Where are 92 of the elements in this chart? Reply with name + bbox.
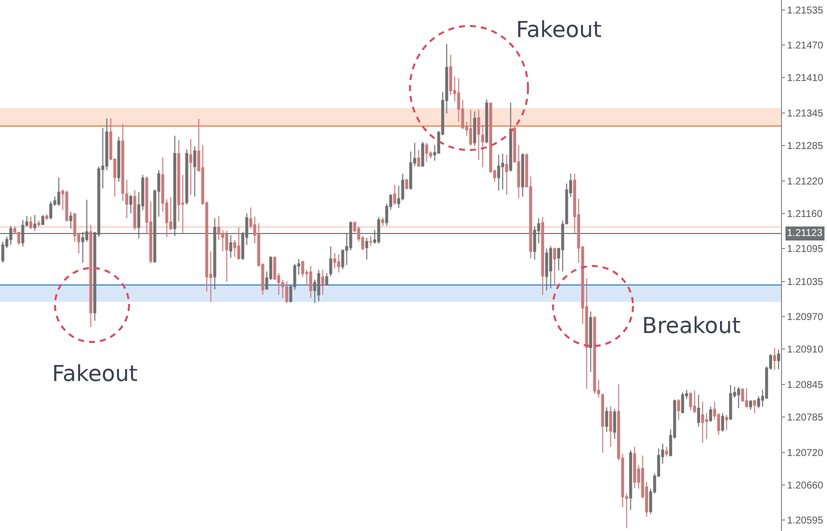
y-tick-label: 1.21285: [787, 141, 824, 152]
candlestick: [393, 184, 396, 206]
candlestick: [29, 216, 32, 230]
y-tick-label: 1.20845: [787, 380, 824, 391]
candlestick: [425, 142, 428, 162]
candlestick: [509, 102, 512, 172]
candlestick: [521, 152, 524, 198]
y-tick-label: 1.21470: [787, 40, 824, 52]
candlestick: [693, 390, 696, 414]
candlestick: [129, 194, 132, 214]
candlestick: [701, 401, 704, 444]
candlestick: [421, 141, 424, 168]
candlestick: [497, 154, 500, 192]
annotation: Fakeout: [52, 362, 138, 387]
annotation: Fakeout: [516, 18, 602, 43]
y-tick-label: 1.20595: [787, 516, 824, 527]
candlestick: [477, 109, 480, 161]
candlestick: [593, 315, 596, 394]
y-tick-label: 1.21160: [787, 208, 823, 220]
candlestick: [729, 384, 732, 420]
candlestick: [753, 400, 756, 414]
candlestick: [589, 311, 592, 372]
candlestick: [133, 190, 136, 231]
candlestick: [689, 392, 692, 411]
candlestick: [601, 393, 604, 454]
candlestick: [501, 153, 504, 190]
candlestick: [333, 252, 336, 269]
candlestick: [505, 154, 508, 196]
candlestick: [49, 200, 52, 220]
candlestick: [317, 269, 320, 302]
candlestick: [697, 394, 700, 428]
ref-line-label: 1.21123: [787, 228, 823, 239]
candlestick: [57, 177, 60, 206]
candlestick: [285, 280, 288, 304]
candlestick: [225, 230, 228, 282]
candlestick: [485, 98, 488, 144]
candlestick: [777, 349, 780, 370]
candlestick: [545, 248, 548, 291]
candlestick: [721, 412, 724, 432]
y-tick-label: 1.20720: [787, 448, 824, 459]
candlestick: [189, 138, 192, 196]
candlestick: [193, 146, 196, 198]
candlestick: [633, 446, 636, 489]
candlestick: [469, 109, 472, 147]
y-tick-label: 1.21345: [787, 108, 824, 120]
candlestick: [309, 266, 312, 299]
candlestick: [613, 408, 616, 440]
candlestick: [709, 406, 712, 422]
candlestick: [369, 235, 372, 246]
y-tick-label: 1.21035: [787, 276, 824, 288]
candlestick: [381, 216, 384, 226]
candlestick: [737, 386, 740, 409]
candlestick: [773, 348, 776, 370]
y-tick-label: 1.20970: [787, 312, 824, 324]
candlestick: [481, 124, 484, 168]
y-tick-label: 1.20785: [787, 412, 824, 424]
candlestick: [405, 178, 408, 190]
candlestick: [37, 220, 40, 227]
candlestick: [609, 406, 612, 448]
candlestick: [117, 136, 120, 182]
candlestick: [725, 414, 728, 431]
candlestick: [33, 214, 36, 232]
candlestick: [541, 216, 544, 296]
candlestick: [321, 269, 324, 296]
y-tick-label: 1.21095: [787, 244, 824, 256]
candlestick: [365, 237, 368, 260]
candlestick: [45, 214, 48, 220]
y-tick-label: 1.21535: [787, 5, 824, 16]
candlestick: [681, 392, 684, 414]
candlestick: [417, 149, 420, 168]
candlestick: [41, 214, 44, 226]
candlestick: [629, 450, 632, 510]
y-tick-label: 1.21410: [787, 73, 824, 84]
candlestick: [473, 110, 476, 147]
candlestick: [237, 226, 240, 260]
candlestick: [605, 406, 608, 433]
candlestick: [665, 446, 668, 458]
candlestick: [553, 247, 556, 286]
annotation: Breakout: [642, 314, 742, 339]
y-tick-label: 1.20910: [787, 344, 824, 356]
candlestick: [337, 254, 340, 274]
candlestick: [325, 272, 328, 286]
candlestick: [329, 246, 332, 277]
candlestick: [745, 388, 748, 408]
candlestick: [69, 211, 72, 230]
y-tick-label: 1.20660: [787, 480, 824, 492]
candlestick: [749, 400, 752, 410]
candlestick: [549, 245, 552, 289]
candlestick: [89, 224, 92, 328]
candlestick: [65, 190, 68, 222]
candlestick: [677, 398, 680, 420]
y-tick-label: 1.21220: [787, 176, 824, 188]
